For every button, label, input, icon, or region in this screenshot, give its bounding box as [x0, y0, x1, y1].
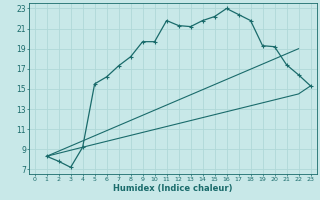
X-axis label: Humidex (Indice chaleur): Humidex (Indice chaleur) — [113, 184, 232, 193]
